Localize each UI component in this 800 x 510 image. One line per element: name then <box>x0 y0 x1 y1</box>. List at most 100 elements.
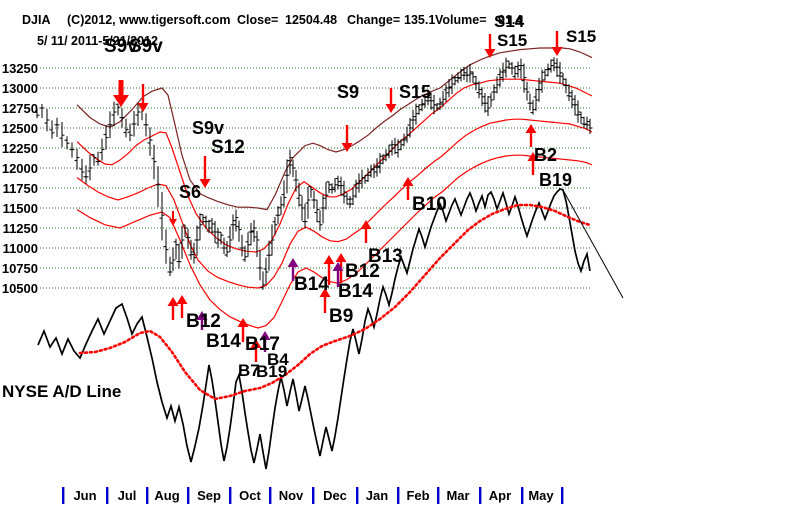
price-bar <box>395 139 401 158</box>
signal-label-b2: B2 <box>534 145 557 165</box>
price-bar <box>215 228 221 248</box>
sell-arrow-down-icon <box>385 88 397 113</box>
price-bar <box>560 73 566 86</box>
arrow-head <box>176 295 188 304</box>
price-bar <box>200 214 206 225</box>
price-bar <box>320 194 326 224</box>
arrow-head <box>527 152 539 161</box>
arrow-head <box>199 179 211 188</box>
band-line-1 <box>76 78 593 253</box>
signal-label-b14: B14 <box>294 274 329 295</box>
price-bar <box>332 178 338 193</box>
price-bar <box>127 123 133 142</box>
month-separator <box>106 487 109 504</box>
y-tick-label-12000: 12000 <box>2 161 38 176</box>
month-separator <box>479 487 482 504</box>
price-bar <box>563 78 569 94</box>
close-value: 12504.48 <box>285 13 337 27</box>
sell-arrow-down-icon <box>113 80 129 107</box>
price-bar <box>227 226 233 252</box>
buy-arrow-up-icon <box>323 255 335 285</box>
arrow-head <box>169 219 177 226</box>
header: DJIA (C)2012, www.tigersoft.com Close= 1… <box>22 13 522 48</box>
signal-label-b14: B14 <box>338 281 373 302</box>
price-bar <box>209 218 215 234</box>
sell-arrow-down-icon <box>169 211 177 226</box>
price-bar <box>449 74 455 94</box>
month-label-apr: Apr <box>489 488 511 503</box>
month-separator <box>397 487 400 504</box>
price-bar <box>176 243 182 269</box>
arrow-head <box>360 220 372 229</box>
signal-label-b14: B14 <box>206 331 241 352</box>
price-bar <box>257 250 263 281</box>
price-bar <box>527 93 533 111</box>
symbol-label: DJIA <box>22 13 50 27</box>
month-separator <box>146 487 149 504</box>
y-tick-label-11750: 11750 <box>3 181 38 196</box>
price-bar <box>212 221 218 243</box>
price-bar <box>263 257 269 285</box>
arrow-head <box>137 103 149 112</box>
month-label-aug: Aug <box>154 488 179 503</box>
price-bar <box>416 104 422 115</box>
price-bar <box>389 140 395 156</box>
price-bar <box>266 240 272 271</box>
month-separator <box>312 487 315 504</box>
price-bar <box>296 182 302 207</box>
price-bar <box>428 92 434 110</box>
price-bar <box>341 180 347 204</box>
arrow-head <box>332 262 344 271</box>
signal-label-s15: S15 <box>566 27 596 46</box>
price-bar <box>515 61 521 78</box>
y-axis-tick-labels: 13250 13000 12750 12500 12250 12000 11750 11500… <box>2 61 38 296</box>
month-label-jun: Jun <box>73 488 96 503</box>
month-label-dec: Dec <box>323 488 347 503</box>
price-bar <box>545 63 551 77</box>
arrow-head <box>341 143 353 152</box>
sell-arrow-down-icon <box>484 34 496 58</box>
price-bar <box>188 239 194 260</box>
price-bar <box>197 213 203 241</box>
price-bar <box>335 175 341 190</box>
price-bar <box>299 195 305 221</box>
price-bar <box>425 91 431 106</box>
arrow-head <box>113 95 129 107</box>
price-bar <box>311 190 317 209</box>
price-bar <box>254 231 260 257</box>
arrow-head <box>250 339 262 348</box>
price-bar <box>206 219 212 233</box>
band-line-2 <box>76 118 593 289</box>
arrow-head <box>287 258 299 267</box>
y-tick-label-11250: 11250 <box>3 221 38 236</box>
price-bar <box>374 158 380 177</box>
sell-arrow-down-icon <box>341 125 353 152</box>
month-separator <box>561 487 564 504</box>
y-tick-label-12750: 12750 <box>2 101 38 116</box>
signal-label-b7: B7 <box>238 361 260 380</box>
price-bar <box>407 118 413 138</box>
arrow-head <box>237 318 249 327</box>
price-bar <box>578 111 584 124</box>
price-bar <box>404 126 410 143</box>
price-bar <box>272 217 278 236</box>
signal-label-s9v: S9v <box>129 36 163 57</box>
buy-arrow-up-icon <box>525 124 537 147</box>
signal-label-s6: S6 <box>179 182 201 202</box>
price-bar <box>440 91 446 107</box>
month-label-sep: Sep <box>197 488 221 503</box>
buy-arrow-up-icon <box>335 253 347 283</box>
signal-label-s14: S14 <box>494 12 525 31</box>
arrow-head <box>335 253 347 262</box>
envelope-band-lines <box>76 47 593 329</box>
price-bar <box>356 173 362 193</box>
price-bar <box>398 139 404 151</box>
price-bar <box>422 94 428 108</box>
price-bar <box>392 137 398 155</box>
price-bar <box>497 68 503 88</box>
price-bar <box>368 164 374 178</box>
signal-label-s9v: S9v <box>104 36 138 57</box>
price-bar <box>461 66 467 80</box>
price-bar <box>87 154 93 181</box>
